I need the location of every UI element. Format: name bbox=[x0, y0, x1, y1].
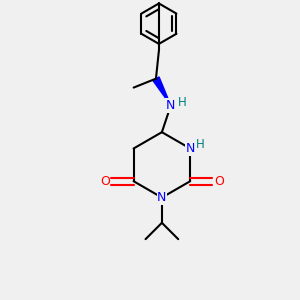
Text: N: N bbox=[157, 191, 167, 204]
Polygon shape bbox=[153, 77, 171, 105]
Text: H: H bbox=[178, 96, 187, 109]
Text: H: H bbox=[196, 138, 205, 151]
Text: O: O bbox=[100, 175, 110, 188]
Text: O: O bbox=[214, 175, 224, 188]
Text: N: N bbox=[166, 99, 176, 112]
Text: N: N bbox=[185, 142, 195, 155]
